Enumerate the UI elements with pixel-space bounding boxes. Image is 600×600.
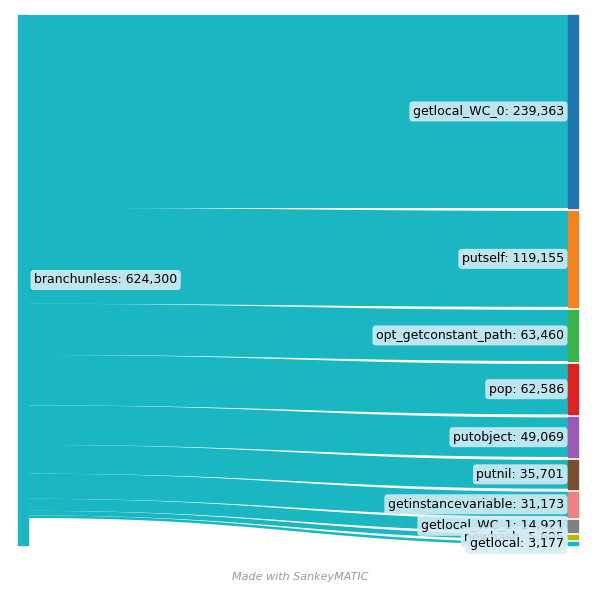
Bar (568, 418, 578, 457)
Polygon shape (28, 15, 568, 208)
Polygon shape (28, 304, 568, 361)
Bar (568, 211, 578, 307)
Polygon shape (28, 499, 568, 532)
Polygon shape (28, 208, 568, 307)
Polygon shape (28, 511, 568, 539)
Text: getinstancevariable: 31,173: getinstancevariable: 31,173 (388, 498, 564, 511)
Bar (568, 15, 578, 208)
Text: getlocal_WC_1: 14,921: getlocal_WC_1: 14,921 (421, 520, 564, 532)
Polygon shape (28, 406, 568, 457)
Text: putnil: 35,701: putnil: 35,701 (476, 468, 564, 481)
Bar (568, 364, 578, 415)
Text: getlocal_WC_0: 239,363: getlocal_WC_0: 239,363 (413, 105, 564, 118)
Polygon shape (28, 355, 568, 415)
Bar (18, 15, 28, 545)
Text: branchunless: 624,300: branchunless: 624,300 (34, 274, 177, 286)
Bar (568, 520, 578, 532)
Bar (568, 492, 578, 517)
Text: newhash: 5,695: newhash: 5,695 (464, 530, 564, 544)
Bar (568, 542, 578, 545)
Bar (568, 535, 578, 539)
Polygon shape (28, 445, 568, 489)
Text: putobject: 49,069: putobject: 49,069 (453, 431, 564, 443)
Text: getlocal: 3,177: getlocal: 3,177 (470, 537, 564, 550)
Text: Made with SankeyMATIC: Made with SankeyMATIC (232, 572, 368, 582)
Text: opt_getconstant_path: 63,460: opt_getconstant_path: 63,460 (376, 329, 564, 342)
Polygon shape (28, 515, 568, 545)
Text: putself: 119,155: putself: 119,155 (462, 253, 564, 265)
Bar (568, 460, 578, 489)
Text: pop: 62,586: pop: 62,586 (489, 383, 564, 396)
Polygon shape (28, 474, 568, 517)
Bar (568, 310, 578, 361)
